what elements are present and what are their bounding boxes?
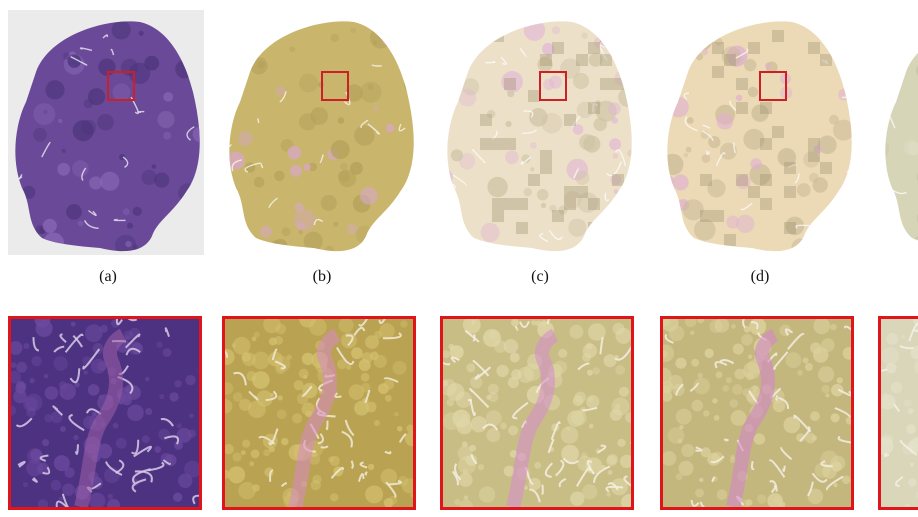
zoom-image-b	[225, 319, 413, 507]
zoom-image-c	[443, 319, 631, 507]
zoom-image-a	[11, 319, 199, 507]
slide-panel-a	[8, 10, 208, 260]
slide-image-d	[667, 21, 852, 252]
slide-image-c	[447, 21, 632, 252]
zoom-panel-a	[8, 316, 202, 510]
slide-panel-e	[878, 10, 918, 260]
roi-highlight-box	[321, 71, 349, 101]
tissue-region	[229, 21, 414, 252]
zoom-panel-c	[440, 316, 634, 510]
zoom-panel-e	[878, 316, 918, 510]
tissue-region	[15, 21, 200, 252]
slide-image-a	[8, 10, 204, 255]
panel-caption-c: (c)	[531, 268, 549, 285]
roi-highlight-box	[759, 71, 787, 101]
slide-image-b	[229, 21, 414, 252]
zoom-image-d	[663, 319, 851, 507]
zoom-panel-d	[660, 316, 854, 510]
stroma-band	[74, 328, 127, 507]
stroma-band	[506, 328, 559, 507]
stroma-band	[726, 328, 779, 507]
slide-panel-b	[222, 10, 422, 260]
zoom-panel-b	[222, 316, 416, 510]
tissue-region	[885, 53, 918, 241]
panel-caption-b: (b)	[312, 268, 332, 285]
slide-panel-c	[440, 10, 640, 260]
roi-highlight-box	[539, 71, 567, 101]
zoom-image-e	[881, 319, 918, 507]
panel-caption-d: (d)	[750, 268, 770, 285]
stroma-band	[288, 328, 341, 507]
slide-image-e	[885, 21, 918, 252]
roi-highlight-box	[107, 71, 135, 101]
panel-caption-a: (a)	[99, 268, 117, 285]
slide-panel-d	[660, 10, 860, 260]
